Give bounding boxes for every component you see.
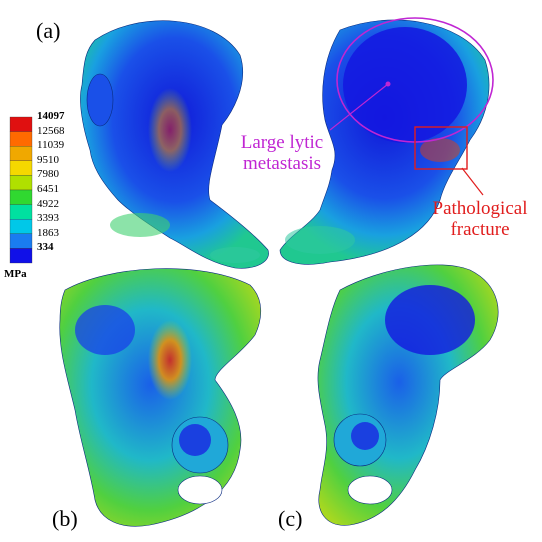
panel-label-c: (c) <box>278 506 303 531</box>
legend-cell <box>9 146 33 161</box>
legend-cell <box>9 204 33 220</box>
legend-cell <box>9 131 33 147</box>
legend-value: 7980 <box>37 168 59 181</box>
legend-color-bar <box>9 116 33 264</box>
annotation-lytic-line2: metastasis <box>242 153 322 174</box>
annotation-pathological-fracture: Pathological fracture <box>418 198 542 240</box>
pelvis-a-right <box>279 19 490 265</box>
legend-value: 9510 <box>37 153 59 166</box>
legend-cell <box>9 248 33 264</box>
metastasis-pointer <box>329 83 389 131</box>
annotation-fracture-line1: Pathological <box>432 198 528 219</box>
legend-value: 334 <box>37 241 54 254</box>
panel-label-a: (a) <box>36 18 61 43</box>
legend-cell <box>9 116 33 132</box>
legend-cell <box>9 175 33 191</box>
legend-cell <box>9 219 33 234</box>
fracture-pointer <box>461 167 484 196</box>
legend-value: 14097 <box>37 110 65 122</box>
legend-value: 6451 <box>37 183 59 195</box>
legend-value: 3393 <box>37 212 59 225</box>
legend-value: 12568 <box>37 124 65 137</box>
panel-label-b: (b) <box>52 506 78 531</box>
legend-value: 1863 <box>37 226 59 239</box>
annotation-fracture-line2: fracture <box>450 219 510 240</box>
annotation-lytic-line1: Large lytic <box>240 132 324 153</box>
fracture-box <box>414 126 468 170</box>
legend-cell <box>9 233 33 249</box>
legend-value: 11039 <box>37 139 65 152</box>
annotation-lytic-metastasis: Large lytic metastasis <box>222 132 342 174</box>
pelvis-a-left <box>80 20 269 269</box>
legend-value: 4922 <box>37 197 59 210</box>
legend-unit: MPa <box>4 268 27 280</box>
legend-cell <box>9 189 33 205</box>
pelvis-c <box>317 264 499 526</box>
legend-cell <box>9 160 33 176</box>
pelvis-b <box>59 268 262 527</box>
